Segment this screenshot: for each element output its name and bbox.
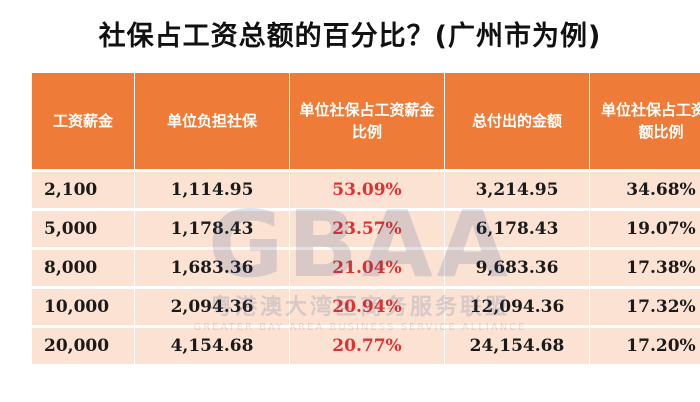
header-total-payment: 总付出的金额 [444, 73, 590, 172]
table-row: 20,000 4,154.68 20.77% 24,154.68 17.20% [32, 326, 700, 367]
total-payment-cell: 24,154.68 [444, 326, 590, 367]
salary-cell: 10,000 [32, 287, 135, 328]
header-ratio-to-salary: 单位社保占工资薪金比例 [289, 73, 445, 172]
ratio-to-total-cell: 17.38% [589, 248, 700, 289]
salary-cell: 8,000 [32, 248, 135, 289]
ratio-to-total-cell: 19.07% [589, 209, 700, 250]
ratio-to-salary-cell: 21.04% [289, 248, 445, 289]
total-payment-cell: 9,683.36 [444, 248, 590, 289]
ratio-to-total-cell: 17.32% [589, 287, 700, 328]
ratio-to-total-cell: 17.20% [589, 326, 700, 367]
total-payment-cell: 6,178.43 [444, 209, 590, 250]
salary-cell: 20,000 [32, 326, 135, 367]
employer-social-security-cell: 1,114.95 [134, 170, 290, 211]
employer-social-security-cell: 1,178.43 [134, 209, 290, 250]
header-salary: 工资薪金 [32, 73, 135, 172]
table-row: 2,100 1,114.95 53.09% 3,214.95 34.68% [32, 170, 700, 211]
ratio-to-total-cell: 34.68% [589, 170, 700, 211]
salary-cell: 2,100 [32, 170, 135, 211]
table-row: 8,000 1,683.36 21.04% 9,683.36 17.38% [32, 248, 700, 289]
salary-cell: 5,000 [32, 209, 135, 250]
table-row: 10,000 2,094.36 20.94% 12,094.36 17.32% [32, 287, 700, 328]
table-row: 5,000 1,178.43 23.57% 6,178.43 19.07% [32, 209, 700, 250]
total-payment-cell: 12,094.36 [444, 287, 590, 328]
page-title: 社保占工资总额的百分比？(广州市为例) [98, 21, 602, 52]
ratio-to-salary-cell: 20.94% [289, 287, 445, 328]
salary-social-security-table: 工资薪金 单位负担社保 单位社保占工资薪金比例 总付出的金额 单位社保占工资总额… [32, 73, 700, 367]
employer-social-security-cell: 1,683.36 [134, 248, 290, 289]
header-employer-social-security: 单位负担社保 [134, 73, 290, 172]
table-header-row: 工资薪金 单位负担社保 单位社保占工资薪金比例 总付出的金额 单位社保占工资总额… [32, 73, 700, 172]
total-payment-cell: 3,214.95 [444, 170, 590, 211]
table-body: 2,100 1,114.95 53.09% 3,214.95 34.68% 5,000 1,… [32, 170, 700, 367]
ratio-to-salary-cell: 23.57% [289, 209, 445, 250]
ratio-to-salary-cell: 20.77% [289, 326, 445, 367]
header-ratio-to-total: 单位社保占工资总额比例 [589, 73, 700, 172]
ratio-to-salary-cell: 53.09% [289, 170, 445, 211]
employer-social-security-cell: 2,094.36 [134, 287, 290, 328]
data-table: 工资薪金 单位负担社保 单位社保占工资薪金比例 总付出的金额 单位社保占工资总额… [32, 73, 700, 367]
employer-social-security-cell: 4,154.68 [134, 326, 290, 367]
